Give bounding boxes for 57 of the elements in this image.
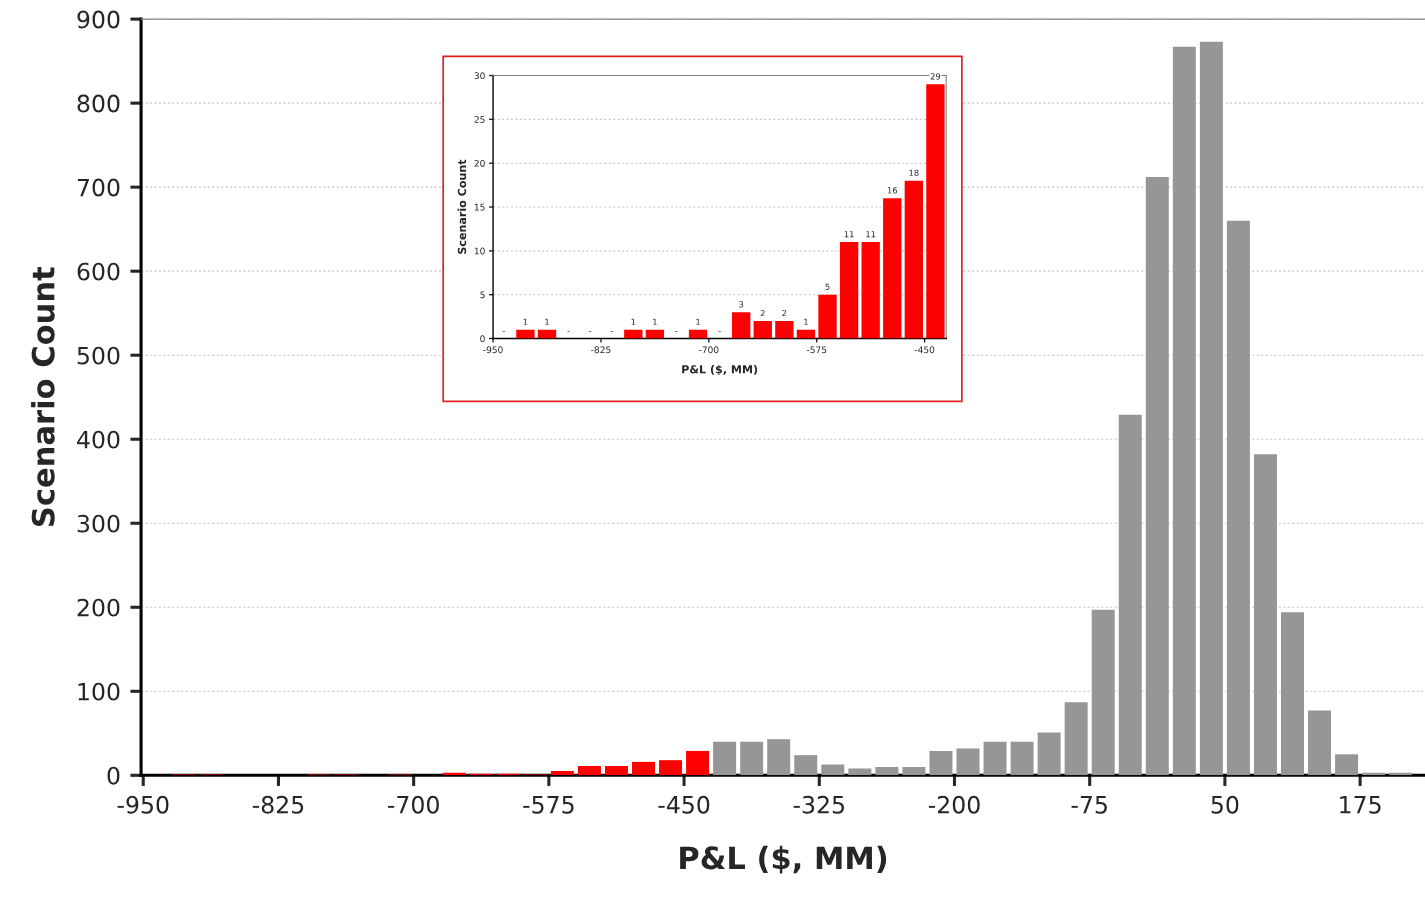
y-tick-label: 200 xyxy=(77,598,120,617)
data-label: 1 xyxy=(653,318,657,325)
y-tick-label: 0 xyxy=(480,335,485,343)
x-tick-label: 50 xyxy=(1211,795,1239,814)
y-tick-label: 900 xyxy=(77,10,120,29)
y-axis-title: Scenario Count xyxy=(457,159,467,254)
data-label: 1 xyxy=(696,318,700,325)
y-tick-label: 800 xyxy=(77,94,120,113)
data-label: 1 xyxy=(631,318,636,325)
x-tick-label: -825 xyxy=(591,346,611,354)
y-tick-label: 25 xyxy=(474,116,485,123)
y-tick-label: 300 xyxy=(77,514,120,533)
x-axis-title: P&L ($, MM) xyxy=(682,364,758,376)
y-tick-label: 400 xyxy=(77,430,120,449)
data-label: 2 xyxy=(760,309,765,317)
data-label: - xyxy=(718,331,721,332)
y-tick-label: 700 xyxy=(77,178,120,197)
data-label: - xyxy=(589,331,592,332)
data-label: - xyxy=(610,331,613,332)
y-tick-label: 0 xyxy=(107,766,120,785)
y-tick-label: 10 xyxy=(474,247,485,255)
x-tick-label: -700 xyxy=(699,346,719,354)
data-label: 11 xyxy=(866,231,876,238)
x-axis-title: P&L ($, MM) xyxy=(680,845,887,874)
y-tick-label: 15 xyxy=(474,203,485,211)
x-tick-label: -575 xyxy=(523,796,574,814)
y-tick-label: 100 xyxy=(78,682,120,701)
data-label: 1 xyxy=(545,318,549,325)
data-label: 29 xyxy=(930,73,941,80)
data-label: 16 xyxy=(887,187,898,194)
x-tick-label: -75 xyxy=(1071,796,1107,814)
x-tick-label: -575 xyxy=(806,346,827,354)
data-label: 18 xyxy=(909,169,919,176)
y-tick-label: 500 xyxy=(77,346,120,365)
data-label: 11 xyxy=(844,231,854,238)
x-tick-label: -950 xyxy=(483,346,503,354)
x-tick-label: -700 xyxy=(388,795,439,814)
data-label: - xyxy=(502,331,505,332)
data-label: 1 xyxy=(804,318,808,325)
y-axis-title: Scenario Count xyxy=(31,266,55,526)
x-tick-label: -450 xyxy=(914,346,935,354)
data-label: - xyxy=(675,331,678,332)
x-tick-label: -450 xyxy=(658,795,710,814)
data-label: 5 xyxy=(825,283,830,290)
data-label: 1 xyxy=(523,318,528,325)
x-tick-label: 175 xyxy=(1340,796,1381,814)
y-tick-label: 5 xyxy=(480,291,485,299)
x-tick-label: -325 xyxy=(793,795,844,814)
data-label: 2 xyxy=(782,309,787,317)
x-tick-label: -200 xyxy=(928,795,980,814)
data-label: 3 xyxy=(739,301,744,308)
x-tick-label: -825 xyxy=(252,795,304,814)
x-tick-label: -950 xyxy=(117,795,169,814)
data-label: - xyxy=(567,331,570,332)
y-tick-label: 20 xyxy=(474,159,485,167)
y-tick-label: 30 xyxy=(474,72,485,80)
y-tick-label: 600 xyxy=(77,262,120,281)
